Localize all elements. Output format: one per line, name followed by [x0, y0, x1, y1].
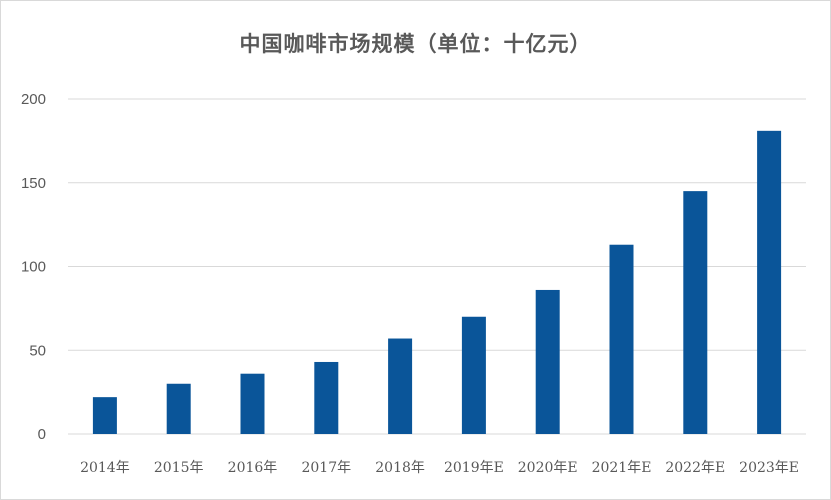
x-tick-label: 2019年E	[444, 460, 504, 476]
y-tick-label: 150	[21, 175, 46, 192]
x-tick-label: 2020年E	[518, 460, 578, 476]
x-tick-label: 2018年	[375, 460, 425, 476]
bar	[757, 130, 782, 434]
y-tick-label: 0	[38, 426, 46, 443]
bar	[461, 316, 486, 434]
y-tick-label: 50	[29, 342, 46, 359]
gridlines	[68, 98, 806, 435]
y-tick-label: 200	[21, 91, 46, 108]
bar	[683, 191, 708, 434]
x-tick-label: 2017年	[301, 460, 351, 476]
y-tick-label: 100	[21, 259, 46, 276]
x-tick-label: 2015年	[154, 460, 204, 476]
x-tick-label: 2023年E	[739, 460, 799, 476]
y-axis-labels: 0 50 100 150 200	[21, 91, 46, 443]
bar	[609, 244, 634, 434]
bar	[240, 373, 265, 434]
bar	[166, 383, 191, 434]
x-tick-label: 2014年	[80, 460, 130, 476]
bars	[92, 130, 782, 434]
x-tick-label: 2022年E	[665, 460, 725, 476]
x-tick-label: 2016年	[228, 460, 278, 476]
x-tick-label: 2021年E	[592, 460, 652, 476]
bar	[92, 397, 117, 434]
bar	[388, 338, 413, 434]
x-axis-labels: 2014年 2015年 2016年 2017年 2018年 2019年E 2020年E 202…	[80, 460, 799, 476]
bar	[535, 289, 560, 434]
bar	[314, 361, 339, 434]
chart-title: 中国咖啡市场规模（单位：十亿元）	[239, 31, 592, 56]
